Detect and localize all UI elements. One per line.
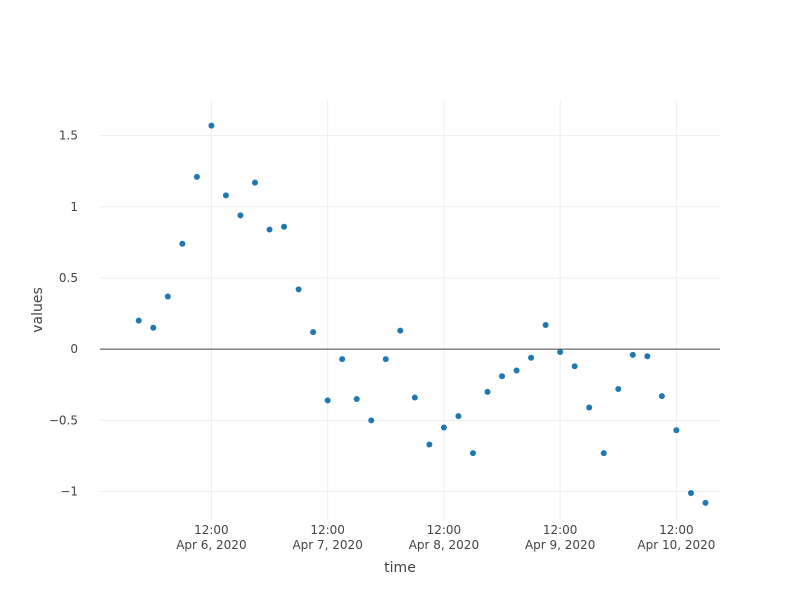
data-point — [513, 367, 520, 374]
y-tick-label: 1.5 — [59, 129, 78, 143]
data-point — [528, 354, 535, 361]
x-tick-label-date: Apr 6, 2020 — [176, 538, 246, 552]
data-point — [222, 192, 229, 199]
data-point — [557, 349, 564, 355]
data-point — [324, 397, 331, 404]
data-point — [237, 212, 244, 219]
grid-layer — [100, 100, 720, 520]
y-axis-title: values — [30, 287, 46, 333]
x-tick-label-time: 12:00 — [194, 523, 229, 537]
data-point — [150, 324, 157, 331]
data-point — [295, 286, 302, 293]
data-point — [382, 356, 389, 363]
x-axis-title: time — [384, 560, 416, 576]
y-tick-label: −1 — [60, 485, 78, 499]
data-point — [600, 450, 607, 457]
data-point — [339, 356, 346, 363]
data-point — [397, 327, 404, 334]
y-tick-label: 1 — [70, 200, 78, 214]
x-tick-label-time: 12:00 — [427, 523, 462, 537]
data-point — [615, 386, 622, 393]
data-point — [571, 363, 578, 370]
data-point — [281, 223, 288, 230]
x-tick-label-date: Apr 8, 2020 — [409, 538, 479, 552]
data-point — [455, 413, 462, 420]
data-point — [353, 395, 360, 402]
x-tick-label-date: Apr 10, 2020 — [637, 538, 715, 552]
data-point — [673, 427, 680, 434]
data-point — [542, 321, 549, 328]
data-point — [426, 441, 433, 448]
y-tick-label: 0 — [70, 342, 78, 356]
data-point — [164, 293, 171, 300]
data-point — [658, 393, 665, 400]
x-tick-label-time: 12:00 — [543, 523, 578, 537]
data-point — [644, 353, 651, 360]
data-point — [411, 394, 418, 401]
data-point — [208, 122, 215, 129]
x-tick-label-date: Apr 9, 2020 — [525, 538, 595, 552]
data-point — [484, 388, 491, 395]
data-point — [499, 373, 506, 380]
data-point — [252, 179, 258, 186]
data-point — [629, 351, 636, 358]
x-tick-label-time: 12:00 — [310, 523, 345, 537]
data-point — [469, 450, 476, 457]
data-point — [368, 417, 375, 424]
data-point — [193, 173, 200, 180]
data-points-layer — [135, 122, 709, 506]
data-point — [310, 329, 317, 336]
data-point — [440, 424, 447, 431]
data-point — [266, 226, 273, 233]
data-point — [687, 489, 694, 496]
y-tick-label: 0.5 — [59, 271, 78, 285]
data-point — [702, 499, 709, 506]
x-tick-label-date: Apr 7, 2020 — [292, 538, 362, 552]
data-point — [135, 317, 142, 324]
y-tick-label: −0.5 — [49, 413, 78, 427]
x-tick-label-time: 12:00 — [659, 523, 694, 537]
data-point — [179, 240, 186, 247]
data-point — [586, 404, 593, 411]
